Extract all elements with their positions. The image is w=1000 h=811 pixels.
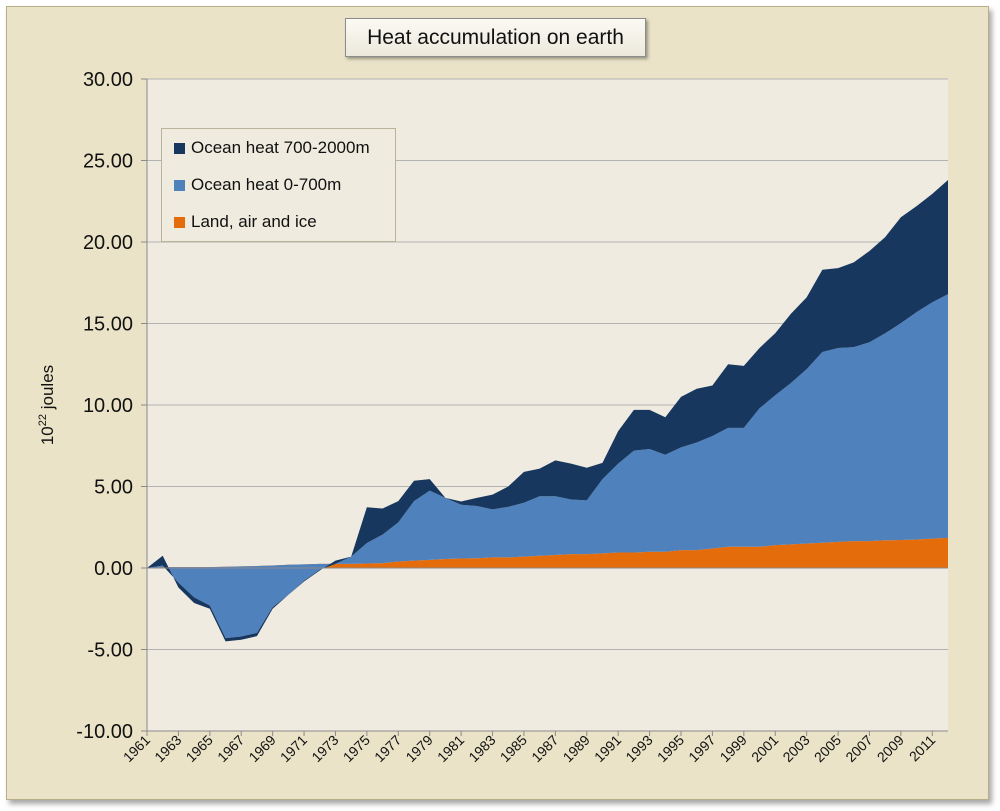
legend-item-ocean-0-700: Ocean heat 0-700m bbox=[174, 175, 341, 195]
x-tick-label: 1989 bbox=[560, 732, 593, 765]
chart-legend: Ocean heat 700-2000m Ocean heat 0-700m L… bbox=[161, 128, 396, 242]
y-axis-label-base: 10 bbox=[38, 426, 57, 445]
x-tick-label: 1967 bbox=[214, 732, 247, 765]
y-tick-label: 10.00 bbox=[83, 395, 133, 417]
x-tick-label: 1997 bbox=[685, 732, 718, 765]
y-tick-label: 5.00 bbox=[94, 477, 133, 499]
x-tick-label: 1981 bbox=[434, 732, 467, 765]
legend-swatch-ocean-0-700 bbox=[174, 179, 185, 191]
legend-label-ocean-700-2000: Ocean heat 700-2000m bbox=[191, 138, 370, 157]
legend-label-land-air-ice: Land, air and ice bbox=[191, 212, 317, 231]
legend-item-land-air-ice: Land, air and ice bbox=[174, 212, 317, 232]
x-tick-label: 2005 bbox=[811, 732, 844, 765]
y-tick-label: -10.00 bbox=[76, 721, 133, 743]
y-tick-label: 30.00 bbox=[83, 69, 133, 91]
x-tick-label: 2001 bbox=[748, 732, 781, 765]
x-tick-label: 1971 bbox=[277, 732, 310, 765]
chart-title: Heat accumulation on earth bbox=[345, 18, 646, 57]
y-tick-label: 25.00 bbox=[83, 151, 133, 173]
x-tick-label: 1965 bbox=[183, 732, 216, 765]
legend-swatch-ocean-700-2000 bbox=[174, 142, 185, 154]
area-ocean-heat-0-700m bbox=[147, 294, 948, 639]
x-tick-labels: 1961196319651967196919711973197519771979… bbox=[120, 732, 939, 766]
x-tick-label: 1975 bbox=[340, 732, 373, 765]
y-axis-label: 1022 joules bbox=[37, 365, 57, 445]
y-tick-label: 0.00 bbox=[94, 558, 133, 580]
x-tick-label: 1973 bbox=[308, 732, 341, 765]
axes bbox=[141, 78, 948, 736]
x-tick-label: 2003 bbox=[779, 732, 812, 765]
legend-swatch-land-air-ice bbox=[174, 216, 185, 228]
x-tick-label: 1983 bbox=[465, 732, 498, 765]
x-tick-label: 1993 bbox=[622, 732, 655, 765]
legend-label-ocean-0-700: Ocean heat 0-700m bbox=[191, 175, 342, 194]
x-tick-label: 2011 bbox=[906, 732, 939, 765]
x-tick-label: 1969 bbox=[245, 732, 278, 765]
x-tick-label: 1977 bbox=[371, 732, 404, 765]
y-tick-label: 20.00 bbox=[83, 232, 133, 254]
y-tick-labels: -10.00 -5.00 0.00 5.00 10.00 15.00 20.00 25.00 3… bbox=[76, 69, 133, 743]
area-series-group bbox=[147, 180, 948, 642]
y-axis-label-unit: joules bbox=[38, 365, 57, 414]
x-tick-label: 1985 bbox=[497, 732, 530, 765]
x-tick-label: 2007 bbox=[842, 732, 875, 765]
y-tick-label: 15.00 bbox=[83, 314, 133, 336]
x-tick-label: 1995 bbox=[654, 732, 687, 765]
y-axis-label-exponent: 22 bbox=[37, 414, 49, 426]
x-tick-label: 1991 bbox=[591, 732, 624, 765]
x-tick-label: 2009 bbox=[874, 732, 907, 765]
x-tick-label: 1999 bbox=[717, 732, 750, 765]
y-tick-label: -5.00 bbox=[87, 640, 133, 662]
x-tick-label: 1979 bbox=[402, 732, 435, 765]
legend-item-ocean-700-2000: Ocean heat 700-2000m bbox=[174, 138, 370, 158]
area-land-air-and-ice bbox=[147, 537, 948, 568]
x-tick-label: 1987 bbox=[528, 732, 561, 765]
x-tick-label: 1963 bbox=[151, 732, 184, 765]
